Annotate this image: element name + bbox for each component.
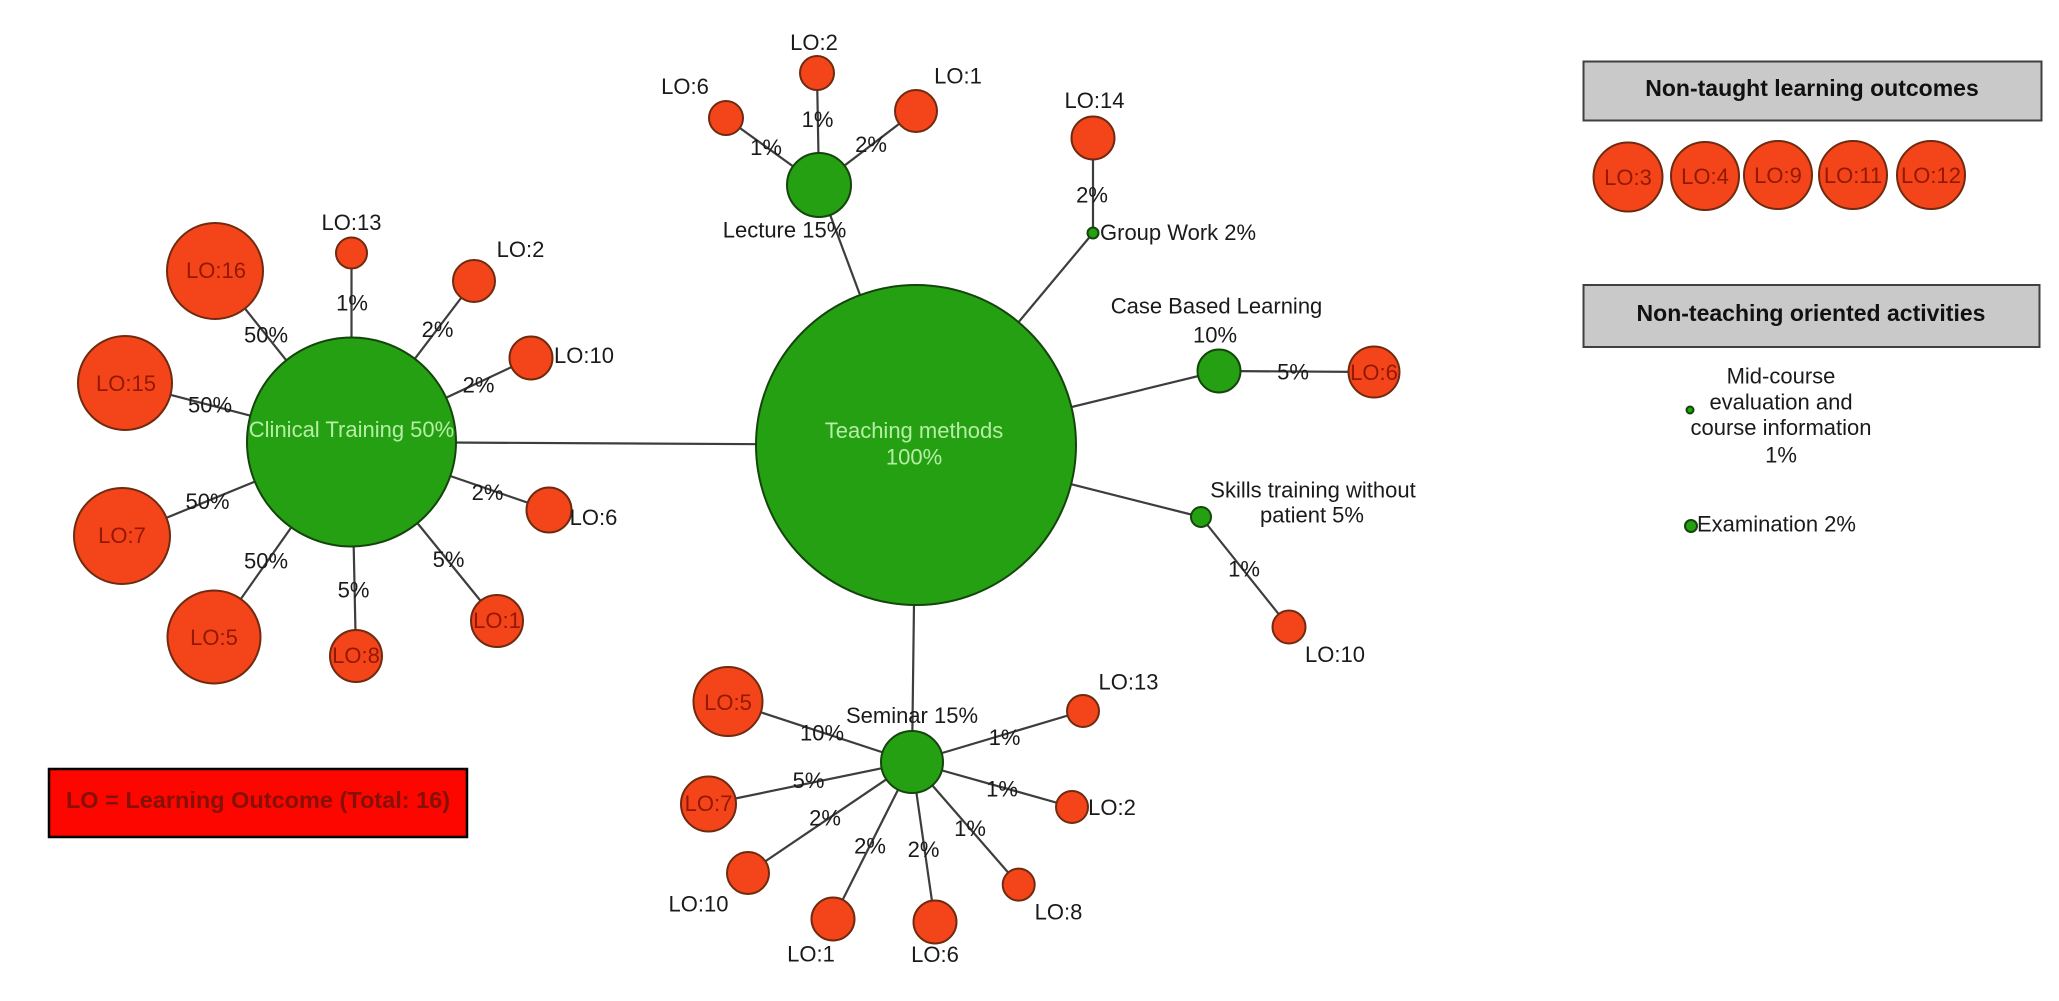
svg-text:LO:6: LO:6 bbox=[570, 505, 618, 530]
svg-text:LO:8: LO:8 bbox=[332, 643, 380, 668]
svg-text:1%: 1% bbox=[986, 777, 1018, 802]
svg-text:Non-taught learning outcomes: Non-taught learning outcomes bbox=[1645, 75, 1979, 101]
svg-text:50%: 50% bbox=[244, 323, 288, 348]
svg-text:1%: 1% bbox=[802, 107, 834, 132]
svg-text:10%: 10% bbox=[1193, 323, 1237, 348]
svg-text:2%: 2% bbox=[463, 373, 495, 398]
svg-text:LO:12: LO:12 bbox=[1901, 163, 1961, 188]
svg-text:2%: 2% bbox=[854, 834, 886, 859]
svg-text:LO:3: LO:3 bbox=[1604, 165, 1652, 190]
svg-text:10%: 10% bbox=[800, 721, 844, 746]
svg-text:LO:5: LO:5 bbox=[190, 625, 238, 650]
svg-text:Skills training without: Skills training without bbox=[1210, 478, 1415, 503]
svg-text:LO:14: LO:14 bbox=[1065, 88, 1125, 113]
svg-text:5%: 5% bbox=[1277, 360, 1309, 385]
svg-text:2%: 2% bbox=[855, 132, 887, 157]
svg-text:LO:16: LO:16 bbox=[186, 258, 246, 283]
svg-text:LO:11: LO:11 bbox=[1824, 163, 1882, 188]
svg-text:5%: 5% bbox=[433, 547, 465, 572]
svg-text:LO:1: LO:1 bbox=[787, 942, 835, 967]
svg-text:LO:6: LO:6 bbox=[911, 942, 959, 967]
svg-text:LO:5: LO:5 bbox=[704, 690, 752, 715]
svg-text:LO:10: LO:10 bbox=[1305, 642, 1365, 667]
svg-text:LO:1: LO:1 bbox=[473, 608, 521, 633]
svg-text:50%: 50% bbox=[188, 393, 232, 418]
svg-text:Teaching methods: Teaching methods bbox=[825, 418, 1004, 443]
svg-text:2%: 2% bbox=[422, 317, 454, 342]
svg-text:2%: 2% bbox=[809, 806, 841, 831]
svg-text:Seminar 15%: Seminar 15% bbox=[846, 703, 978, 728]
svg-text:patient 5%: patient 5% bbox=[1260, 503, 1364, 528]
svg-text:LO:2: LO:2 bbox=[497, 237, 545, 262]
svg-text:evaluation and: evaluation and bbox=[1709, 390, 1852, 415]
svg-text:Mid-course: Mid-course bbox=[1727, 364, 1836, 389]
svg-text:5%: 5% bbox=[793, 768, 825, 793]
svg-text:Case Based Learning: Case Based Learning bbox=[1111, 294, 1323, 319]
svg-text:LO:13: LO:13 bbox=[1099, 670, 1159, 695]
svg-text:1%: 1% bbox=[750, 135, 782, 160]
svg-text:LO:6: LO:6 bbox=[661, 74, 709, 99]
svg-text:LO:2: LO:2 bbox=[1088, 795, 1136, 820]
svg-text:1%: 1% bbox=[336, 291, 368, 316]
svg-text:course information: course information bbox=[1691, 415, 1872, 440]
svg-text:Group Work 2%: Group Work 2% bbox=[1100, 220, 1256, 245]
svg-text:LO:8: LO:8 bbox=[1035, 900, 1083, 925]
svg-text:Clinical Training 50%: Clinical Training 50% bbox=[249, 417, 454, 442]
svg-text:50%: 50% bbox=[244, 549, 288, 574]
svg-text:1%: 1% bbox=[1228, 557, 1260, 582]
svg-text:LO:9: LO:9 bbox=[1754, 163, 1802, 188]
svg-text:LO:10: LO:10 bbox=[554, 343, 614, 368]
svg-text:1%: 1% bbox=[989, 725, 1021, 750]
svg-text:LO:7: LO:7 bbox=[98, 523, 146, 548]
svg-text:LO:7: LO:7 bbox=[685, 791, 733, 816]
svg-text:2%: 2% bbox=[1076, 183, 1108, 208]
svg-text:1%: 1% bbox=[954, 816, 986, 841]
svg-text:2%: 2% bbox=[472, 480, 504, 505]
svg-text:Examination 2%: Examination 2% bbox=[1697, 512, 1856, 537]
svg-text:100%: 100% bbox=[886, 445, 942, 470]
svg-text:Lecture 15%: Lecture 15% bbox=[723, 218, 847, 243]
svg-text:2%: 2% bbox=[908, 837, 940, 862]
svg-text:50%: 50% bbox=[185, 489, 229, 514]
svg-text:1%: 1% bbox=[1765, 443, 1797, 468]
svg-text:LO:2: LO:2 bbox=[790, 30, 838, 55]
svg-text:LO:1: LO:1 bbox=[934, 64, 982, 89]
svg-text:5%: 5% bbox=[338, 578, 370, 603]
svg-text:LO:13: LO:13 bbox=[322, 210, 382, 235]
svg-text:LO:10: LO:10 bbox=[669, 892, 729, 917]
svg-text:LO:15: LO:15 bbox=[96, 371, 156, 396]
svg-text:LO:6: LO:6 bbox=[1350, 360, 1398, 385]
svg-text:LO = Learning Outcome (Total:: LO = Learning Outcome (Total: 16) bbox=[66, 787, 450, 813]
svg-text:LO:4: LO:4 bbox=[1681, 164, 1729, 189]
svg-text:Non-teaching oriented activiti: Non-teaching oriented activities bbox=[1637, 300, 1986, 326]
